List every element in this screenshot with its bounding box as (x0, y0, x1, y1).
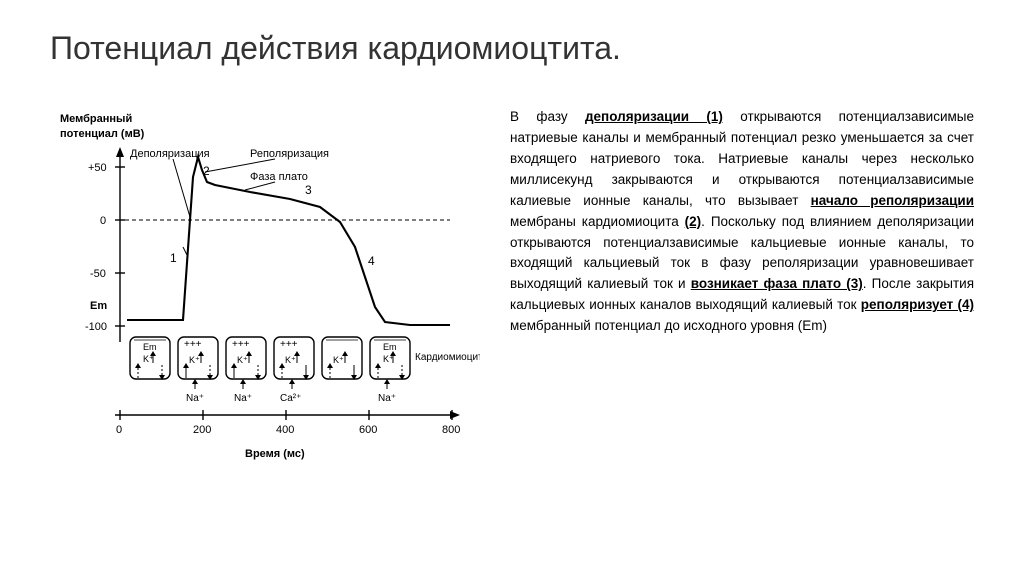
svg-text:K⁺: K⁺ (189, 355, 200, 365)
x-axis-label: Время (мс) (245, 448, 305, 460)
y-axis-arrow (116, 147, 124, 157)
svg-text:Na⁺: Na⁺ (378, 393, 396, 404)
svg-text:Em: Em (143, 342, 157, 352)
svg-text:Na⁺: Na⁺ (186, 393, 204, 404)
svg-text:0: 0 (116, 424, 122, 436)
cardiomyocyte-label: Кардиомиоцит (415, 352, 480, 363)
y-axis-label-2: потенциал (мВ) (60, 128, 145, 140)
svg-text:K⁺: K⁺ (333, 355, 344, 365)
svg-text:400: 400 (276, 424, 294, 436)
ytick-0: 0 (100, 215, 106, 227)
svg-text:Ca²⁺: Ca²⁺ (280, 393, 301, 404)
svg-text:+++: +++ (184, 339, 202, 350)
label-depolarization: Деполяризация (130, 148, 210, 160)
label-plateau: Фаза плато (250, 171, 308, 183)
ytick-em: Em (90, 300, 107, 312)
phase-4: 4 (368, 254, 375, 268)
svg-text:800: 800 (442, 424, 460, 436)
phase-3: 3 (305, 183, 312, 197)
ytick-50: +50 (88, 162, 107, 174)
svg-text:K⁺: K⁺ (285, 355, 296, 365)
svg-text:+++: +++ (232, 339, 250, 350)
phase-2: 2 (203, 164, 210, 178)
y-axis-label-1: Мембранный (60, 113, 132, 125)
ytick-neg50: -50 (90, 268, 106, 280)
svg-text:Em: Em (383, 342, 397, 352)
svg-text:Na⁺: Na⁺ (234, 393, 252, 404)
ytick-neg100: -100 (85, 321, 107, 333)
description-text: В фазу деполяризации (1) открываются пот… (510, 107, 974, 337)
svg-text:200: 200 (193, 424, 211, 436)
label-repolarization: Реполяризация (250, 148, 329, 160)
svg-text:+++: +++ (280, 339, 298, 350)
svg-text:600: 600 (359, 424, 377, 436)
svg-text:K⁺: K⁺ (237, 355, 248, 365)
cardiomyocyte-boxes: Em K⁺ +++ K⁺ Na⁺ +++ K⁺ (130, 337, 410, 404)
content-row: Мембранный потенциал (мВ) +50 0 -50 Em -… (50, 107, 974, 472)
page-title: Потенциал действия кардиомиоцтита. (50, 30, 974, 67)
phase-1: 1 (170, 251, 177, 265)
action-potential-diagram: Мембранный потенциал (мВ) +50 0 -50 Em -… (50, 107, 480, 472)
